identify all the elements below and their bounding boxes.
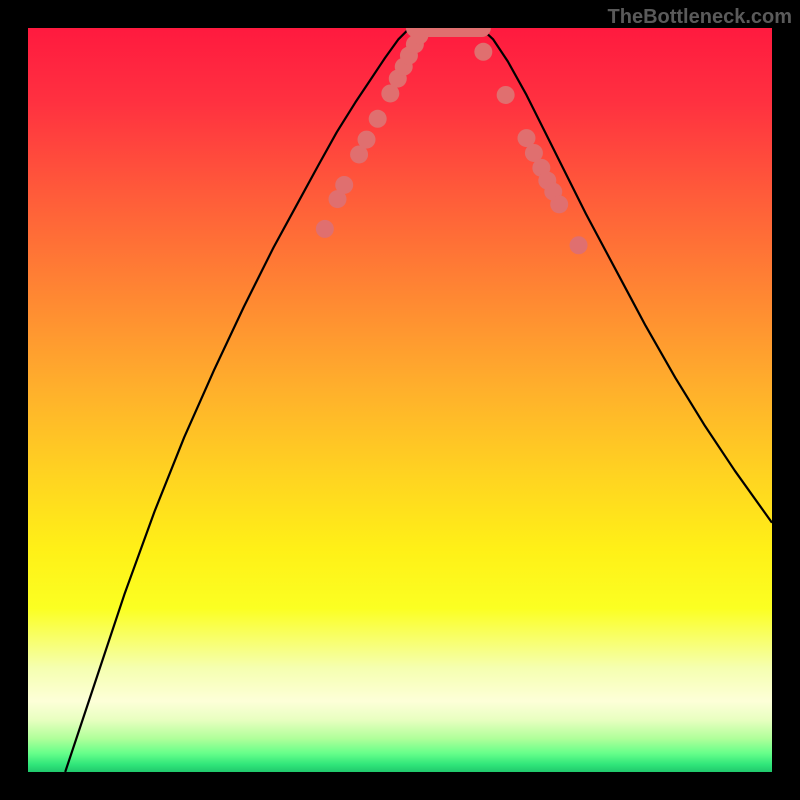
data-marker [474,43,492,61]
chart-frame: TheBottleneck.com [0,0,800,800]
data-marker [358,131,376,149]
bottleneck-curve [65,28,772,772]
data-marker [497,86,515,104]
data-markers [316,28,588,254]
data-marker [570,236,588,254]
plot-area [28,28,772,772]
data-marker [369,110,387,128]
curve-overlay [28,28,772,772]
attribution-text: TheBottleneck.com [608,6,792,29]
data-marker [316,220,334,238]
data-marker [550,195,568,213]
data-marker [335,176,353,194]
